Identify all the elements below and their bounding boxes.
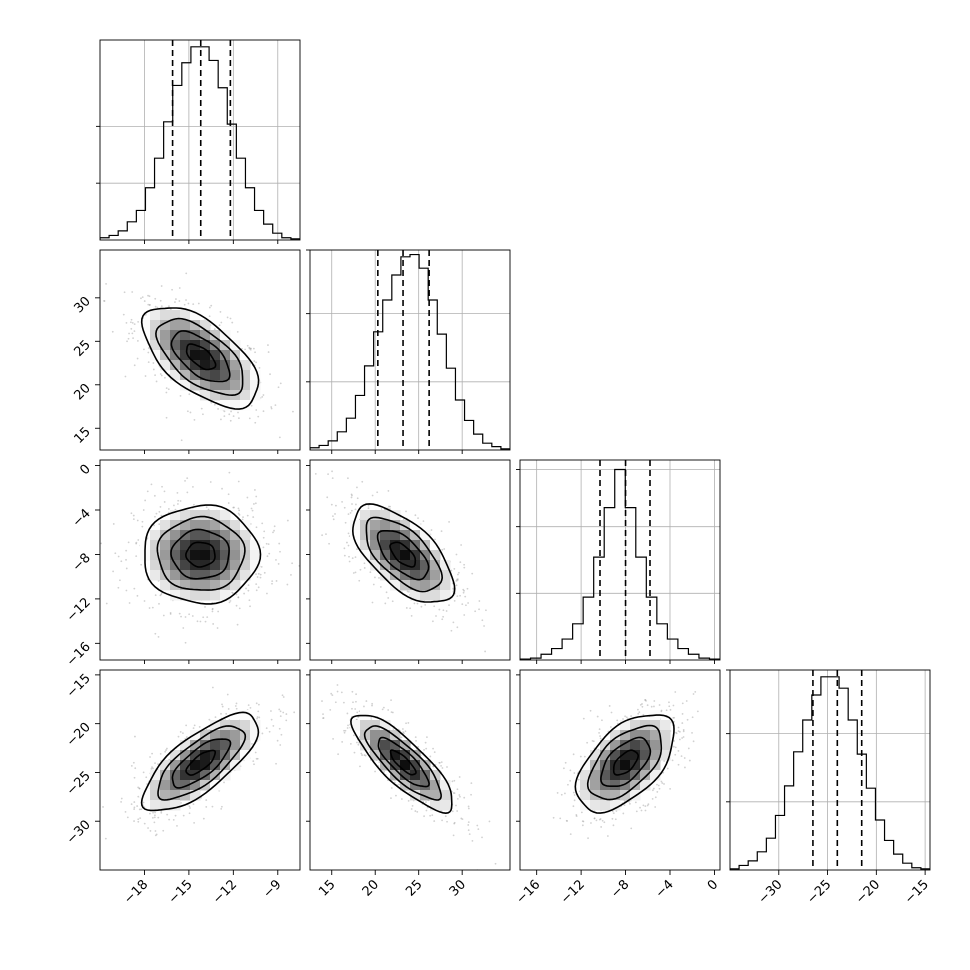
scatter-3-2-frame [519, 669, 721, 871]
histogram-panel-3 [730, 670, 930, 870]
hist-0-frame [99, 39, 301, 241]
xtick-label-3-3: −15 [902, 877, 932, 907]
density-3-2 [580, 710, 671, 811]
xtick-label-1-1: 20 [360, 877, 382, 899]
ytick-label-2-1: −12 [64, 595, 94, 625]
contour-1-0-1 [170, 330, 231, 383]
contour-3-2-1 [600, 736, 652, 787]
ytick-label-1-0: 15 [72, 424, 94, 446]
xtick-label-1-2: 25 [403, 877, 425, 899]
contour-3-2-0 [612, 749, 640, 776]
density-3-1 [350, 710, 451, 811]
xtick-label-2-0: −16 [513, 877, 543, 907]
contour-3-1-3 [350, 714, 453, 815]
contour-2-0-2 [156, 515, 246, 591]
plot-area: −18 −15 −12 −9 15 20 25 30 −16 −12 −8 −4 0 −30 −25 −20−… [64, 39, 932, 907]
xtick-label-0-1: −15 [166, 877, 196, 907]
scatter-3-0-frame [99, 669, 301, 871]
xtick-label-2-2: −8 [608, 877, 632, 901]
contour-3-1-2 [363, 725, 442, 801]
ytick-label-2-4: 0 [77, 462, 93, 478]
contour-1-0-3 [140, 307, 260, 410]
scatter-panel-3-1 [321, 684, 497, 870]
ytick-label-2-3: −4 [70, 506, 94, 530]
xtick-label-3-0: −30 [756, 877, 786, 907]
histogram-1 [310, 253, 510, 450]
contour-3-0-3 [140, 711, 260, 812]
scatter-panel-3-0 [102, 686, 296, 840]
contour-3-2-2 [586, 724, 663, 801]
hist-2-frame [519, 459, 721, 661]
xtick-label-1-0: 15 [316, 877, 338, 899]
xtick-label-3-2: −20 [853, 877, 883, 907]
ytick-label-2-0: −16 [64, 640, 94, 670]
contour-2-0-0 [185, 541, 216, 568]
scatter-2-0-frame [99, 459, 301, 661]
contour-2-0-3 [144, 504, 262, 605]
xtick-label-0-0: −18 [121, 877, 151, 907]
ytick-label-3-3: −15 [64, 671, 94, 701]
scatter-1-0-frame [99, 249, 301, 451]
hist-1-frame [309, 249, 511, 451]
xtick-label-2-1: −12 [558, 877, 588, 907]
xtick-label-3-1: −25 [804, 877, 834, 907]
scatter-panel-2-0 [100, 471, 300, 644]
scatter-panel-2-1 [314, 470, 487, 653]
ytick-label-3-2: −20 [64, 720, 94, 750]
histogram-panel-2 [520, 460, 720, 660]
contour-3-0-0 [185, 749, 216, 776]
xtick-label-0-3: −9 [260, 877, 284, 901]
contour-1-0-2 [155, 317, 244, 397]
histogram-2 [520, 468, 720, 660]
contour-2-1-1 [376, 530, 430, 581]
hist-3-frame [729, 669, 931, 871]
contour-1-0-0 [185, 343, 217, 371]
xtick-label-2-4: 0 [705, 877, 721, 893]
contour-3-1-1 [377, 736, 430, 788]
ytick-label-3-1: −25 [64, 769, 94, 799]
xtick-label-0-2: −12 [210, 877, 240, 907]
scatter-panel-3-2 [552, 690, 699, 840]
ytick-label-1-1: 20 [72, 381, 94, 403]
contour-2-0-1 [170, 528, 230, 580]
ytick-label-1-2: 25 [72, 338, 94, 360]
ytick-label-2-2: −8 [70, 551, 94, 575]
histogram-panel-1 [310, 250, 510, 450]
contour-2-1-0 [389, 541, 417, 568]
scatter-3-1-frame [309, 669, 511, 871]
ytick-label-3-0: −30 [64, 817, 94, 847]
histogram-panel-0 [100, 40, 300, 240]
scatter-2-1-frame [309, 459, 511, 661]
contour-3-1-0 [389, 749, 417, 776]
scatter-panel-1-0 [103, 272, 294, 450]
contour-3-2-3 [574, 714, 675, 814]
contour-2-1-2 [365, 516, 444, 593]
contour-3-0-1 [171, 738, 232, 789]
histogram-0 [100, 46, 300, 240]
xtick-label-1-3: 30 [447, 877, 469, 899]
ytick-label-1-3: 30 [72, 294, 94, 316]
histogram-3 [730, 676, 930, 870]
contour-2-1-3 [351, 503, 456, 603]
contour-3-0-2 [157, 725, 247, 801]
xtick-label-2-3: −4 [653, 877, 677, 901]
